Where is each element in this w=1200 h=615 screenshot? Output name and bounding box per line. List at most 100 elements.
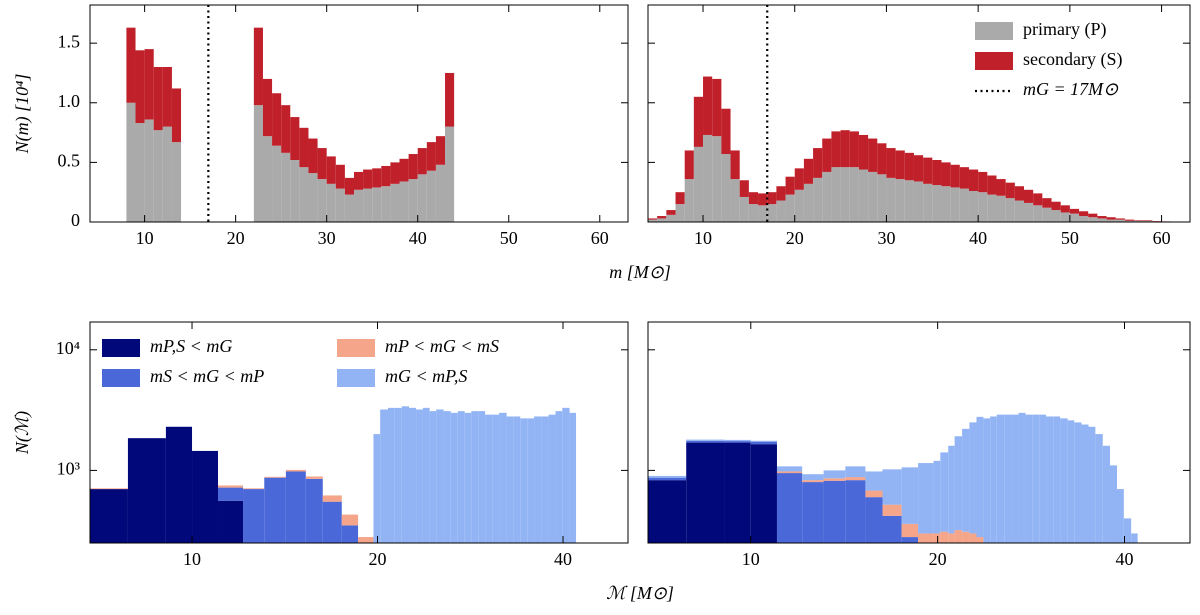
- bar: [390, 183, 400, 222]
- bar: [153, 67, 163, 131]
- bar: [996, 195, 1006, 222]
- bar: [471, 411, 479, 543]
- y-axis-label: N(ℳ): [12, 411, 33, 455]
- x-tick-label: 30: [877, 228, 895, 248]
- bar: [686, 439, 725, 441]
- bar: [445, 72, 455, 127]
- bar: [344, 177, 354, 195]
- bar: [485, 414, 493, 543]
- bar: [513, 416, 521, 543]
- y-tick-label: 1.0: [58, 91, 81, 111]
- bar: [1124, 220, 1135, 222]
- bar: [218, 485, 244, 488]
- bar: [1124, 219, 1135, 221]
- y-tick-label: 10⁴: [56, 338, 80, 358]
- bar: [758, 205, 768, 222]
- bar: [408, 154, 418, 180]
- bar: [802, 480, 824, 483]
- legend-label: primary (P): [1023, 19, 1106, 40]
- bar: [962, 428, 970, 532]
- legend-swatch: [337, 339, 375, 357]
- bar: [506, 416, 514, 543]
- bar: [555, 411, 563, 543]
- x-tick-label: 30: [318, 228, 336, 248]
- bar: [363, 169, 373, 189]
- bar: [785, 194, 795, 222]
- bar: [840, 167, 850, 222]
- bar: [904, 152, 914, 181]
- bar: [443, 411, 451, 543]
- bar: [901, 523, 919, 538]
- bar: [865, 497, 883, 543]
- legend-label: secondary (S): [1023, 49, 1122, 70]
- bar: [941, 162, 951, 187]
- bar: [429, 411, 437, 543]
- bar: [1025, 414, 1033, 543]
- x-tick-label: 40: [969, 228, 987, 248]
- bar: [1069, 208, 1080, 214]
- bar: [1134, 220, 1144, 221]
- bar: [445, 126, 455, 222]
- bar: [450, 412, 458, 543]
- bar: [262, 78, 273, 137]
- bar: [794, 189, 804, 222]
- bar: [933, 533, 941, 543]
- y-tick-label: 1.5: [58, 31, 81, 51]
- bar: [290, 160, 300, 222]
- bar: [886, 148, 896, 178]
- bar: [285, 469, 306, 472]
- bar: [426, 142, 436, 171]
- frame: [647, 321, 1191, 544]
- bar: [776, 473, 803, 543]
- bar: [218, 487, 244, 501]
- bar: [822, 138, 832, 172]
- bar: [794, 168, 804, 190]
- bar: [724, 441, 751, 443]
- bar: [153, 130, 163, 222]
- bar: [950, 187, 960, 222]
- bar: [1134, 220, 1144, 222]
- bar: [802, 482, 824, 543]
- bar: [1033, 205, 1043, 222]
- bar: [648, 219, 658, 222]
- bar: [987, 194, 997, 222]
- bar: [648, 477, 687, 481]
- bar: [962, 531, 970, 543]
- bar: [162, 126, 172, 222]
- bar: [904, 180, 914, 222]
- bar: [684, 150, 694, 180]
- bar: [520, 418, 528, 543]
- bar: [750, 444, 777, 543]
- bar: [534, 416, 542, 543]
- bar: [886, 177, 896, 222]
- bar: [372, 187, 382, 222]
- bar: [721, 108, 731, 155]
- bar: [693, 96, 704, 147]
- plot-area: [648, 412, 1138, 543]
- bar: [822, 171, 832, 222]
- bar: [569, 412, 577, 543]
- bar: [840, 130, 850, 168]
- bar: [1069, 213, 1080, 222]
- bar: [408, 179, 418, 222]
- bar: [813, 177, 823, 222]
- bar: [422, 407, 430, 543]
- bar: [767, 204, 777, 222]
- x-tick-label: 60: [591, 228, 609, 248]
- bar: [750, 440, 777, 442]
- bar: [1033, 193, 1043, 206]
- bar: [932, 160, 942, 186]
- legend-label: mG < mP,S: [385, 366, 467, 386]
- bar: [1102, 445, 1110, 543]
- bar: [127, 438, 166, 543]
- x-tick-label: 10: [742, 549, 760, 569]
- x-tick-label: 10: [136, 228, 154, 248]
- bar: [703, 134, 713, 222]
- bar: [165, 426, 193, 543]
- bar: [381, 186, 391, 222]
- bar: [1115, 218, 1125, 220]
- bar: [978, 171, 988, 193]
- bar: [923, 183, 933, 222]
- bar: [758, 193, 768, 206]
- bar: [1095, 434, 1103, 543]
